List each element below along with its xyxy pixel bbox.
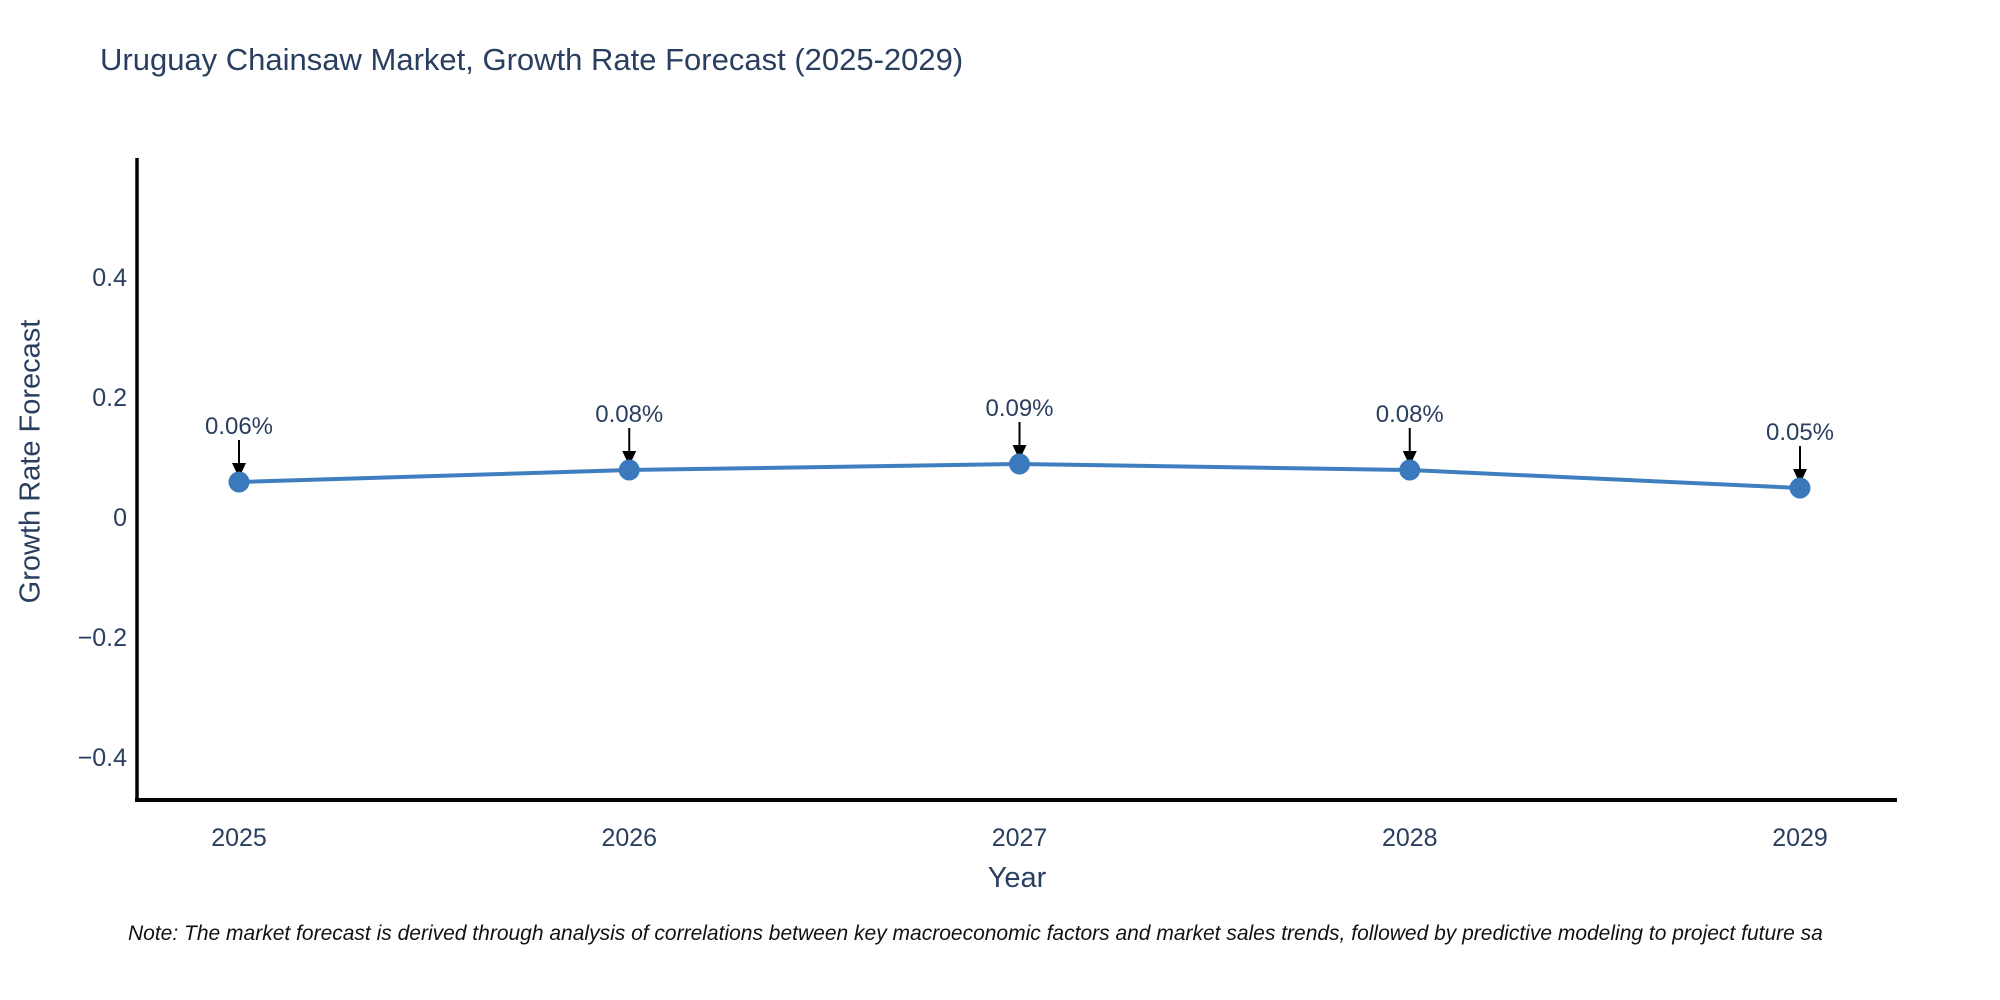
annotation-arrowhead: [232, 463, 246, 478]
annotation-label: 0.09%: [985, 395, 1054, 422]
x-axis-title: Year: [987, 862, 1047, 894]
y-tick-label: −0.4: [77, 744, 127, 772]
y-tick-label: 0: [113, 504, 127, 532]
x-tick-label: 2025: [211, 824, 267, 852]
data-point-marker: [228, 471, 250, 493]
y-tick-label: 0.2: [92, 384, 127, 412]
annotation-arrowhead: [1793, 469, 1807, 484]
annotation-label: 0.06%: [204, 413, 274, 440]
y-tick-label: −0.2: [77, 624, 127, 652]
annotation-arrowhead: [622, 451, 637, 466]
x-tick-label: 2026: [601, 824, 658, 852]
annotation-arrowhead: [1402, 451, 1417, 466]
footnote: Note: The market forecast is derived thr…: [128, 922, 1823, 945]
annotation-label: 0.08%: [1375, 401, 1444, 428]
data-point-marker: [1399, 459, 1421, 481]
annotation-label: 0.08%: [595, 401, 664, 428]
annotation-label: 0.05%: [1765, 419, 1835, 446]
x-tick-label: 2028: [1381, 824, 1438, 852]
data-point-marker: [618, 459, 640, 481]
x-tick-label: 2029: [1772, 824, 1828, 852]
y-tick-label: 0.4: [92, 264, 127, 292]
chart-title: Uruguay Chainsaw Market, Growth Rate For…: [100, 42, 964, 77]
annotation-arrowhead: [1012, 445, 1027, 460]
data-point-marker: [1009, 453, 1030, 475]
x-tick-label: 2027: [991, 824, 1048, 852]
data-point-marker: [1789, 477, 1811, 499]
